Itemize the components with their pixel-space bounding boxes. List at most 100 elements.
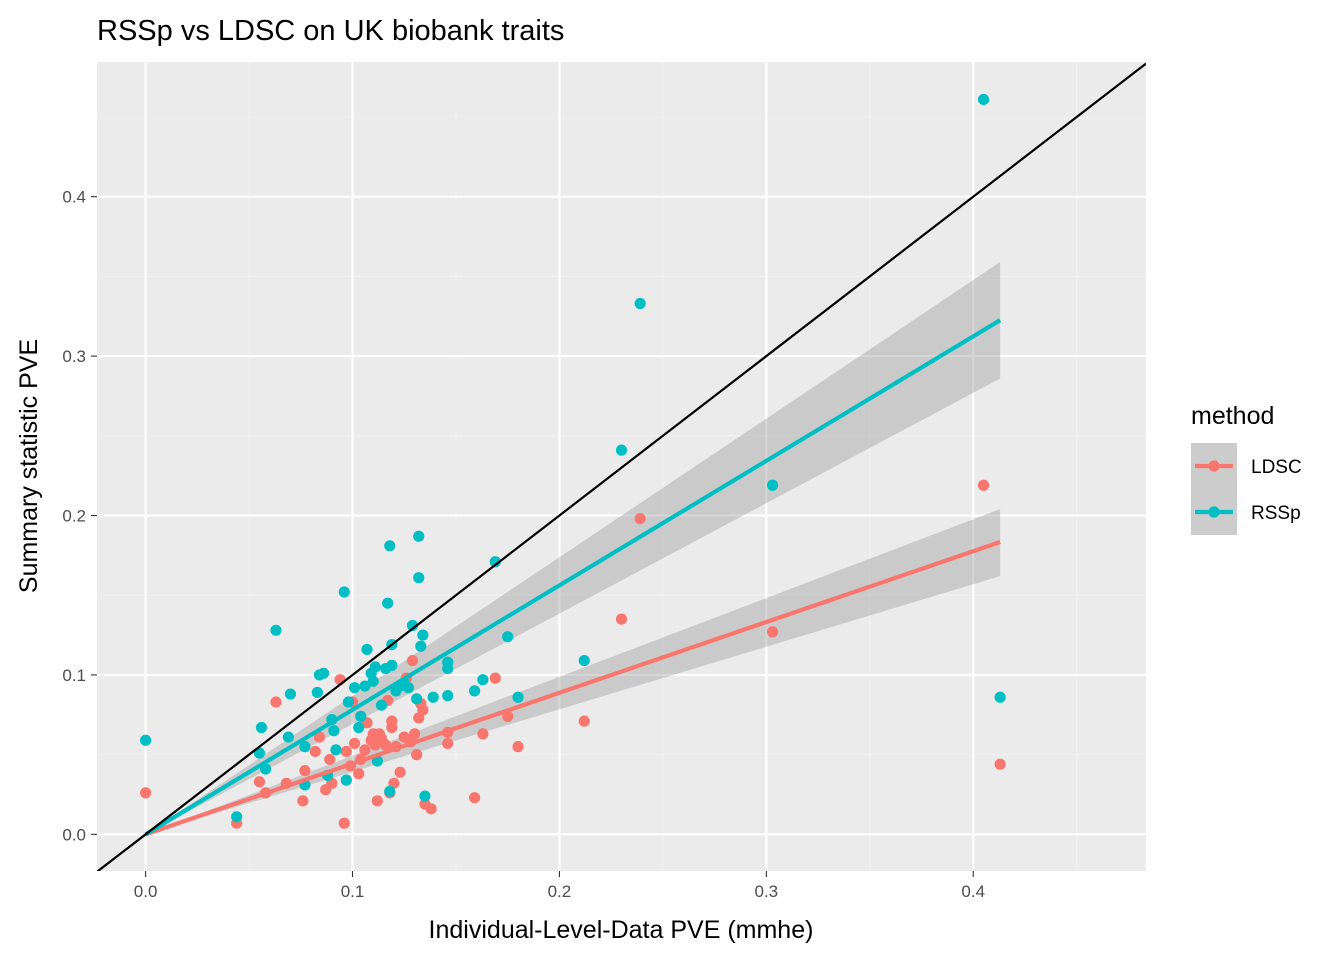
point-rssp — [512, 691, 524, 703]
point-ldsc — [253, 776, 266, 788]
confidence-band-rssp — [145, 262, 1001, 835]
point-ldsc — [994, 758, 1006, 770]
point-ldsc — [477, 728, 489, 740]
y-tick-label: 0.1 — [62, 666, 86, 685]
point-rssp — [253, 747, 266, 759]
point-ldsc — [348, 737, 361, 750]
point-rssp — [299, 741, 311, 753]
point-rssp — [578, 654, 590, 667]
y-tick-label: 0.4 — [62, 188, 86, 207]
point-rssp — [489, 556, 501, 568]
point-rssp — [328, 725, 340, 737]
legend-key-point — [1208, 506, 1220, 518]
point-rssp — [348, 682, 361, 694]
legend-label-ldsc: LDSC — [1251, 457, 1302, 478]
point-rssp — [231, 811, 243, 823]
point-rssp — [255, 721, 268, 734]
point-ldsc — [512, 741, 524, 753]
point-ldsc — [394, 766, 406, 778]
point-rssp — [369, 661, 381, 673]
confidence-bands — [145, 262, 1001, 835]
point-ldsc — [408, 728, 421, 740]
y-tick-label: 0.0 — [62, 825, 86, 844]
point-rssp — [415, 640, 427, 652]
point-rssp — [402, 682, 414, 694]
point-rssp — [340, 774, 352, 786]
point-rssp — [338, 586, 350, 598]
point-ldsc — [299, 764, 311, 777]
data-points — [140, 93, 1006, 829]
point-rssp — [442, 690, 454, 702]
legend-key-point — [1208, 460, 1220, 472]
point-ldsc — [417, 704, 429, 716]
legend-label-rssp: RSSp — [1251, 503, 1301, 524]
point-rssp — [284, 688, 297, 700]
point-rssp — [282, 731, 294, 743]
legend: method LDSC RSSp — [1191, 402, 1302, 535]
point-rssp — [502, 631, 514, 643]
x-tick-label: 0.2 — [548, 882, 572, 901]
point-ldsc — [406, 654, 419, 667]
point-ldsc — [634, 513, 646, 525]
point-ldsc — [359, 744, 371, 756]
y-tick-label: 0.3 — [62, 347, 86, 366]
x-tick-label: 0.1 — [341, 882, 365, 901]
point-rssp — [317, 667, 330, 679]
point-rssp — [353, 721, 365, 734]
point-rssp — [411, 693, 423, 705]
point-rssp — [382, 597, 394, 609]
point-rssp — [355, 710, 367, 722]
point-ldsc — [468, 792, 481, 804]
x-axis: 0.0 0.1 0.2 0.3 0.4 — [134, 871, 985, 901]
point-ldsc — [297, 795, 309, 807]
point-ldsc — [489, 672, 501, 684]
y-axis: 0.0 0.1 0.2 0.3 0.4 — [62, 188, 97, 844]
x-tick-label: 0.3 — [755, 882, 779, 901]
x-axis-title: Individual-Level-Data PVE (mmhe) — [429, 916, 814, 944]
point-rssp — [384, 785, 396, 797]
point-rssp — [342, 696, 354, 708]
point-ldsc — [371, 795, 383, 807]
point-rssp — [406, 619, 419, 632]
point-rssp — [994, 691, 1006, 703]
point-rssp — [413, 572, 425, 584]
point-ldsc — [386, 715, 398, 727]
point-rssp — [615, 444, 628, 456]
point-rssp — [442, 662, 454, 675]
point-ldsc — [309, 745, 321, 758]
x-tick-label: 0.4 — [961, 882, 985, 901]
point-rssp — [417, 629, 429, 641]
point-ldsc — [425, 803, 437, 815]
point-rssp — [427, 691, 439, 703]
point-ldsc — [353, 768, 365, 780]
point-rssp — [330, 744, 342, 756]
point-rssp — [386, 659, 398, 671]
point-rssp — [361, 643, 373, 656]
point-rssp — [419, 790, 431, 802]
point-rssp — [634, 297, 646, 310]
x-tick-label: 0.0 — [134, 882, 158, 901]
point-rssp — [413, 530, 425, 542]
identity-line — [97, 62, 1146, 871]
point-rssp — [766, 479, 779, 491]
point-ldsc — [338, 817, 350, 829]
point-rssp — [359, 680, 371, 692]
point-ldsc — [140, 787, 152, 799]
fit-line-ldsc — [144, 540, 1001, 837]
point-ldsc — [615, 613, 628, 625]
chart-title: RSSp vs LDSC on UK biobank traits — [97, 15, 564, 47]
point-ldsc — [977, 479, 990, 491]
point-ldsc — [578, 715, 590, 727]
confidence-band-ldsc — [145, 509, 1001, 835]
point-rssp — [311, 686, 323, 699]
point-ldsc — [340, 745, 352, 758]
point-ldsc — [324, 753, 336, 766]
point-rssp — [468, 685, 481, 697]
regression-lines — [144, 318, 1002, 837]
point-rssp — [375, 699, 388, 711]
point-rssp — [477, 674, 489, 686]
y-tick-label: 0.2 — [62, 507, 86, 526]
point-rssp — [977, 93, 990, 106]
point-ldsc — [766, 626, 779, 638]
